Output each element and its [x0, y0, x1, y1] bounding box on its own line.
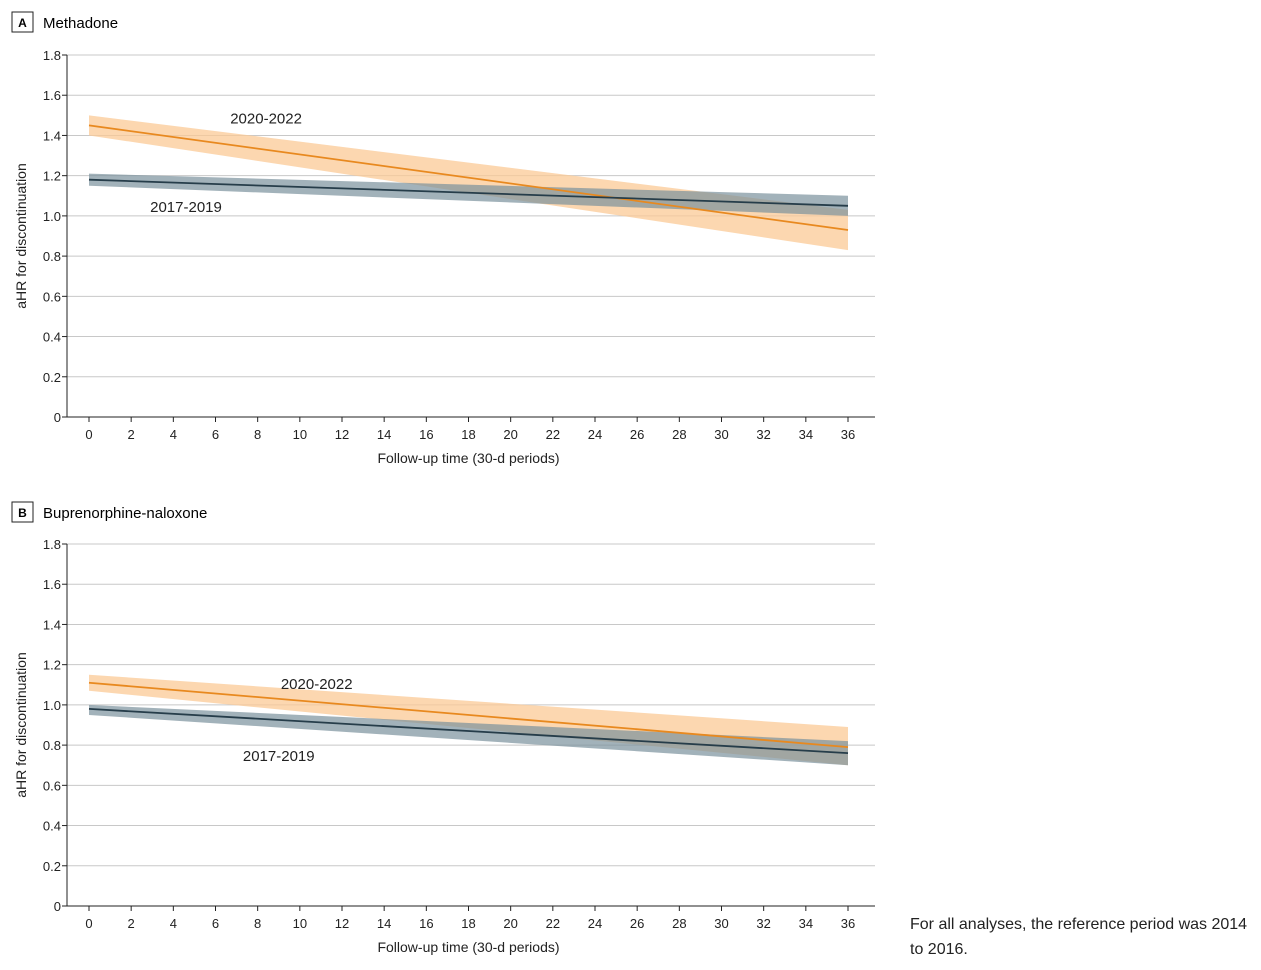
x-tick-label: 8 [254, 427, 261, 442]
x-tick-label: 4 [170, 916, 177, 931]
panel-a: A Methadone 0 0.2 0.4 0.6 0.8 1.0 1.2 1.4 1.6 1.8 0 2… [11, 11, 875, 466]
x-tick-label: 32 [756, 427, 770, 442]
x-tick-label: 6 [212, 916, 219, 931]
y-tick-label: 0.6 [43, 289, 61, 304]
x-tick-label: 2 [128, 427, 135, 442]
panel-letter: A [18, 16, 27, 30]
x-tick-label: 22 [546, 427, 560, 442]
panel-letter-box [11, 11, 34, 33]
x-tick-label: 4 [170, 427, 177, 442]
x-tick-label: 26 [630, 427, 644, 442]
x-tick-label: 0 [85, 916, 92, 931]
x-tick-label: 36 [841, 916, 855, 931]
x-tick-label: 10 [293, 916, 307, 931]
series-line-2020-2022 [88, 124, 849, 231]
x-tick-label: 12 [335, 916, 349, 931]
y-tick-label: 1.2 [43, 658, 61, 673]
y-tick-label: 1.0 [43, 698, 61, 713]
panel-b: B Buprenorphine-naloxone 0 0.2 0.4 0.6 0.8 1.0 1… [11, 501, 875, 955]
y-tick-label: 0.4 [43, 819, 61, 834]
x-tick-label: 30 [714, 916, 728, 931]
x-tick-label: 28 [672, 427, 686, 442]
series-label-2017-2019: 2017-2019 [150, 199, 222, 216]
panel-letter-box [11, 501, 34, 523]
x-tick-label: 34 [799, 916, 813, 931]
series-line-2020-2022 [88, 681, 849, 749]
x-tick-label: 18 [461, 916, 475, 931]
y-tick-label: 0.6 [43, 778, 61, 793]
x-tick-label: 28 [672, 916, 686, 931]
y-axis-label: aHR for discontinuation [13, 163, 29, 309]
figure-note: For all analyses, the reference period w… [910, 916, 1248, 958]
x-tick-label: 24 [588, 916, 602, 931]
y-tick-label: 1.6 [43, 88, 61, 103]
x-tick-label: 34 [799, 427, 813, 442]
x-tick-label: 6 [212, 427, 219, 442]
series-label-2017-2019: 2017-2019 [243, 748, 315, 765]
panel-title: Buprenorphine-naloxone [43, 505, 207, 522]
x-tick-label: 14 [377, 427, 391, 442]
x-tick-label: 20 [503, 427, 517, 442]
x-tick-label: 20 [503, 916, 517, 931]
y-tick-label: 1.6 [43, 577, 61, 592]
y-tick-label: 1.8 [43, 537, 61, 552]
x-tick-label: 24 [588, 427, 602, 442]
y-tick-label: 0.2 [43, 370, 61, 385]
y-axis-label: aHR for discontinuation [13, 652, 29, 798]
x-tick-label: 22 [546, 916, 560, 931]
series-line-2017-2019 [88, 708, 849, 755]
x-axis-label: Follow-up time (30-d periods) [377, 939, 559, 955]
series-label-2020-2022: 2020-2022 [281, 676, 353, 693]
x-tick-label: 0 [85, 427, 92, 442]
y-tick-label: 0.2 [43, 859, 61, 874]
x-tick-label: 16 [419, 916, 433, 931]
y-tick-label: 1.4 [43, 617, 61, 632]
y-tick-label: 1.2 [43, 169, 61, 184]
ci-band-2017-2019 [89, 173, 848, 216]
x-axis-label: Follow-up time (30-d periods) [377, 450, 559, 466]
y-tick-label: 1.4 [43, 128, 61, 143]
y-tick-label: 1.0 [43, 209, 61, 224]
y-tick-label: 0 [54, 899, 61, 914]
y-tick-label: 0 [54, 410, 61, 425]
series-line-2017-2019 [88, 178, 849, 207]
ci-band-2020-2022 [89, 115, 848, 251]
y-tick-label: 0.8 [43, 738, 61, 753]
x-tick-label: 8 [254, 916, 261, 931]
y-tick-label: 1.8 [43, 48, 61, 63]
x-tick-label: 14 [377, 916, 391, 931]
panel-title: Methadone [43, 15, 118, 32]
x-tick-label: 32 [756, 916, 770, 931]
x-tick-label: 26 [630, 916, 644, 931]
x-tick-label: 10 [293, 427, 307, 442]
x-tick-label: 2 [128, 916, 135, 931]
x-tick-label: 18 [461, 427, 475, 442]
x-tick-label: 36 [841, 427, 855, 442]
y-tick-label: 0.8 [43, 249, 61, 264]
x-tick-label: 16 [419, 427, 433, 442]
series-label-2020-2022: 2020-2022 [230, 110, 302, 127]
x-tick-label: 12 [335, 427, 349, 442]
x-tick-label: 30 [714, 427, 728, 442]
panel-letter: B [18, 506, 27, 520]
y-tick-label: 0.4 [43, 330, 61, 345]
